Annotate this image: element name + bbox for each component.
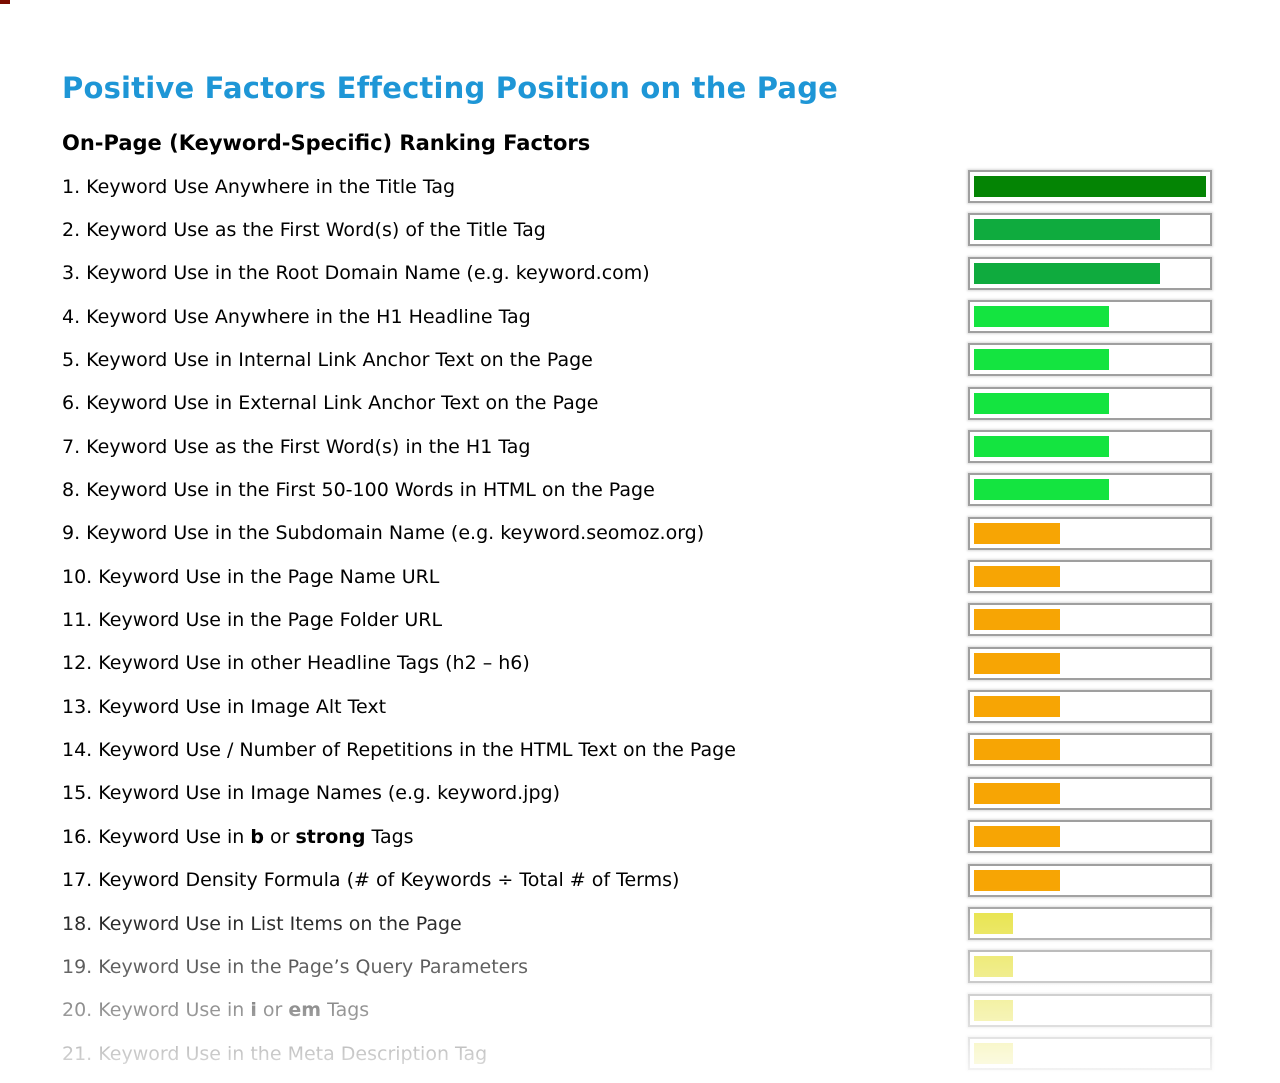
factor-bar-track	[968, 386, 1212, 420]
factor-bar-fill	[974, 999, 1014, 1021]
factor-bar-track	[968, 646, 1212, 680]
factor-row: 1. Keyword Use Anywhere in the Title Tag	[62, 165, 1218, 208]
factor-row: 19. Keyword Use in the Page’s Query Para…	[62, 945, 1218, 988]
factor-label: 17. Keyword Density Formula (# of Keywor…	[62, 869, 680, 892]
factors-list: 1. Keyword Use Anywhere in the Title Tag…	[62, 165, 1218, 1075]
factor-bar-track	[968, 603, 1212, 637]
factor-bar-fill	[974, 349, 1109, 371]
factor-row: 3. Keyword Use in the Root Domain Name (…	[62, 252, 1218, 295]
factor-label: 18. Keyword Use in List Items on the Pag…	[62, 912, 462, 935]
factor-row: 14. Keyword Use / Number of Repetitions …	[62, 728, 1218, 771]
factor-label: 14. Keyword Use / Number of Repetitions …	[62, 739, 736, 762]
factor-bar-fill	[974, 522, 1060, 544]
factor-label: 11. Keyword Use in the Page Folder URL	[62, 609, 443, 632]
factor-row: 5. Keyword Use in Internal Link Anchor T…	[62, 338, 1218, 381]
factor-bar-fill	[974, 566, 1060, 588]
factor-bar-fill	[974, 652, 1060, 674]
factor-label: 5. Keyword Use in Internal Link Anchor T…	[62, 349, 593, 372]
factor-bar-track	[968, 560, 1212, 594]
factor-label: 9. Keyword Use in the Subdomain Name (e.…	[62, 522, 705, 545]
factor-bar-fill	[974, 1042, 1014, 1064]
factor-label: 20. Keyword Use in i or em Tags	[62, 999, 370, 1022]
factor-bar-track	[968, 300, 1212, 334]
factor-bar-fill	[974, 609, 1060, 631]
factor-label: 4. Keyword Use Anywhere in the H1 Headli…	[62, 305, 531, 328]
factor-label: 12. Keyword Use in other Headline Tags (…	[62, 652, 530, 675]
factor-label: 15. Keyword Use in Image Names (e.g. key…	[62, 782, 560, 805]
factor-row: 16. Keyword Use in b or strong Tags	[62, 815, 1218, 858]
factor-row: 21. Keyword Use in the Meta Description …	[62, 1032, 1218, 1075]
factor-bar-track	[968, 256, 1212, 290]
factor-bar-track	[968, 1036, 1212, 1070]
factor-row: 4. Keyword Use Anywhere in the H1 Headli…	[62, 295, 1218, 338]
factor-bar-fill	[974, 176, 1206, 197]
factor-bar-fill	[974, 956, 1014, 978]
factor-bar-track	[968, 863, 1212, 897]
factor-bar-fill	[974, 912, 1014, 934]
factor-bar-track	[968, 213, 1212, 247]
factor-label: 10. Keyword Use in the Page Name URL	[62, 565, 440, 588]
page-title: Positive Factors Effecting Position on t…	[62, 71, 839, 106]
factor-label: 16. Keyword Use in b or strong Tags	[62, 825, 414, 848]
factor-label: 6. Keyword Use in External Link Anchor T…	[62, 392, 599, 415]
factor-row: 2. Keyword Use as the First Word(s) of t…	[62, 208, 1218, 251]
factor-label: 2. Keyword Use as the First Word(s) of t…	[62, 219, 546, 242]
factor-label: 21. Keyword Use in the Meta Description …	[62, 1042, 488, 1065]
factor-bar-track	[968, 733, 1212, 767]
factor-row: 9. Keyword Use in the Subdomain Name (e.…	[62, 512, 1218, 555]
factor-row: 15. Keyword Use in Image Names (e.g. key…	[62, 772, 1218, 815]
factor-bar-fill	[974, 869, 1060, 891]
factor-row: 18. Keyword Use in List Items on the Pag…	[62, 902, 1218, 945]
factor-row: 20. Keyword Use in i or em Tags	[62, 989, 1218, 1032]
factor-row: 6. Keyword Use in External Link Anchor T…	[62, 382, 1218, 425]
factor-bar-track	[968, 820, 1212, 854]
factor-bar-fill	[974, 306, 1109, 328]
factor-row: 13. Keyword Use in Image Alt Text	[62, 685, 1218, 728]
factor-bar-track	[968, 473, 1212, 507]
factor-label: 7. Keyword Use as the First Word(s) in t…	[62, 435, 531, 458]
factor-bar-track	[968, 993, 1212, 1027]
factor-label: 1. Keyword Use Anywhere in the Title Tag	[62, 175, 456, 198]
factor-row: 12. Keyword Use in other Headline Tags (…	[62, 642, 1218, 685]
factor-bar-track	[968, 343, 1212, 377]
factor-bar-track	[968, 430, 1212, 464]
top-left-corner-artifact	[0, 0, 10, 4]
factor-row: 11. Keyword Use in the Page Folder URL	[62, 598, 1218, 641]
factor-bar-fill	[974, 696, 1060, 718]
factor-label: 8. Keyword Use in the First 50-100 Words…	[62, 479, 655, 502]
factor-bar-fill	[974, 219, 1160, 241]
factor-bar-track	[968, 906, 1212, 940]
factor-bar-fill	[974, 262, 1160, 284]
factor-bar-track	[968, 690, 1212, 724]
factor-bar-track	[968, 776, 1212, 810]
factor-bar-fill	[974, 392, 1109, 414]
factor-bar-track	[968, 950, 1212, 984]
factor-bar-fill	[974, 739, 1060, 761]
factor-row: 7. Keyword Use as the First Word(s) in t…	[62, 425, 1218, 468]
factor-bar-track	[968, 170, 1212, 203]
factor-label: 19. Keyword Use in the Page’s Query Para…	[62, 955, 529, 978]
factor-label: 3. Keyword Use in the Root Domain Name (…	[62, 262, 650, 285]
factor-row: 17. Keyword Density Formula (# of Keywor…	[62, 859, 1218, 902]
factor-bar-fill	[974, 782, 1060, 804]
factor-bar-fill	[974, 479, 1109, 501]
factor-row: 8. Keyword Use in the First 50-100 Words…	[62, 468, 1218, 511]
factor-bar-fill	[974, 826, 1060, 848]
factor-bar-track	[968, 516, 1212, 550]
section-heading: On-Page (Keyword-Specific) Ranking Facto…	[62, 131, 591, 156]
factor-row: 10. Keyword Use in the Page Name URL	[62, 555, 1218, 598]
factor-bar-fill	[974, 436, 1109, 458]
factor-label: 13. Keyword Use in Image Alt Text	[62, 695, 387, 718]
